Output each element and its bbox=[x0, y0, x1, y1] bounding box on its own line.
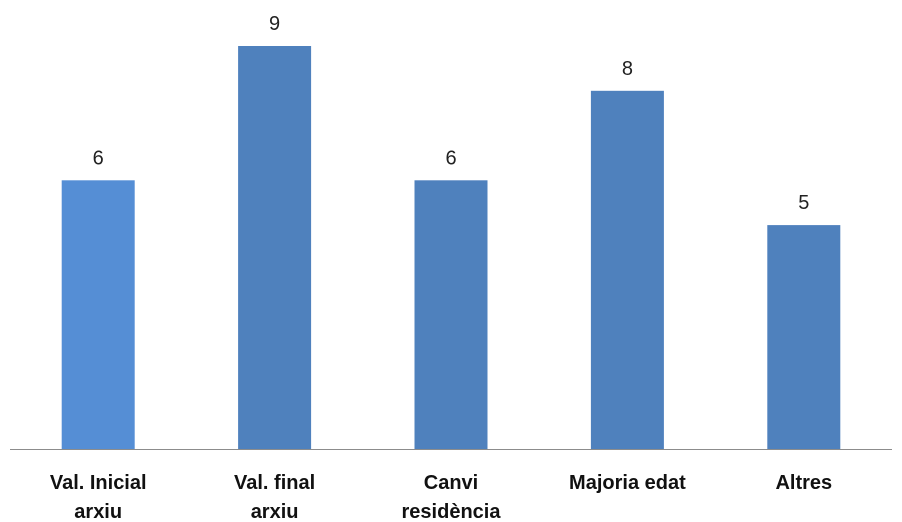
category-label-1: Val. final arxiu bbox=[234, 472, 315, 522]
bar-1 bbox=[238, 46, 312, 449]
category-labels-group: Val. Inicial arxiu Val. final arxiu Canvi res… bbox=[50, 472, 832, 522]
category-label-3: Majoria edat bbox=[569, 472, 686, 494]
value-label-0: 6 bbox=[93, 147, 104, 169]
category-label-0: Val. Inicial arxiu bbox=[50, 472, 147, 522]
value-label-1: 9 bbox=[269, 13, 280, 35]
bar-0 bbox=[61, 180, 135, 450]
bar-4 bbox=[767, 225, 841, 449]
category-label-4: Altres bbox=[775, 472, 832, 494]
value-labels-group: 6 9 6 8 5 bbox=[93, 13, 810, 214]
value-label-2: 6 bbox=[445, 147, 456, 169]
value-label-4: 5 bbox=[798, 192, 809, 214]
bar-2 bbox=[414, 180, 488, 450]
bars-group bbox=[61, 46, 841, 450]
category-label-2: Canvi residència bbox=[402, 472, 502, 522]
value-label-3: 8 bbox=[622, 58, 633, 80]
bar-3 bbox=[590, 90, 664, 450]
